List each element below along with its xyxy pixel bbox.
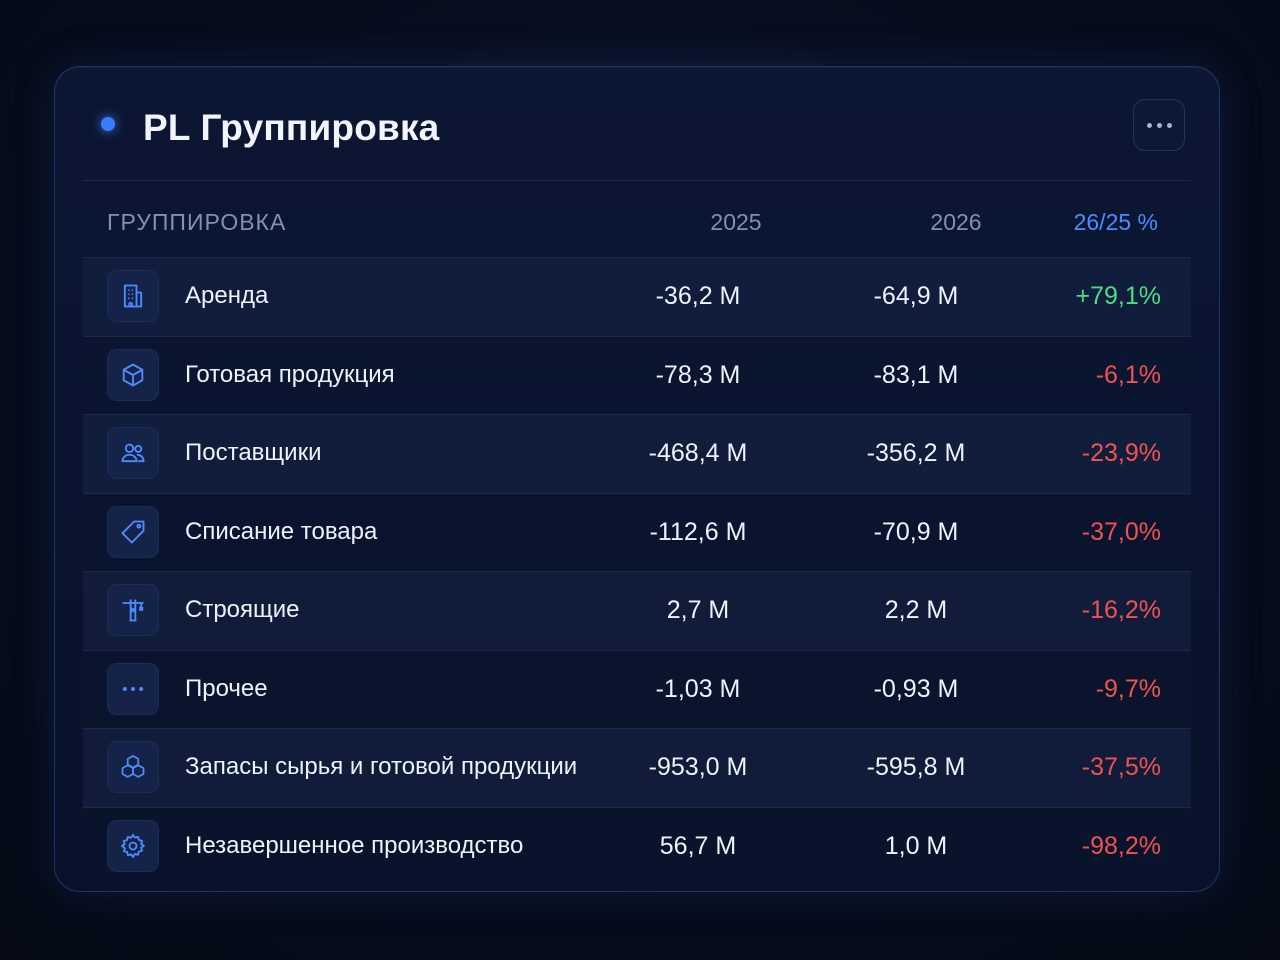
table-row[interactable]: Запасы сырья и готовой продукции -953,0 … bbox=[83, 728, 1191, 807]
row-label: Строящие bbox=[185, 596, 300, 623]
table-body: Аренда -36,2 М -64,9 М +79,1% Готовая пр… bbox=[83, 257, 1191, 885]
table-header: ГРУППИРОВКА 2025 2026 26/25 % bbox=[83, 181, 1191, 257]
change-percent: -6,1% bbox=[1095, 360, 1161, 389]
card-header: PL Группировка bbox=[55, 67, 1219, 181]
value-2025: -78,3 М bbox=[655, 360, 741, 389]
change-percent: -16,2% bbox=[1081, 596, 1161, 624]
users-icon bbox=[107, 427, 159, 479]
status-dot-icon bbox=[101, 117, 115, 131]
more-icon-dot bbox=[1156, 122, 1162, 128]
column-header-2026[interactable]: 2026 bbox=[930, 209, 982, 235]
more-options-button[interactable] bbox=[1133, 99, 1185, 151]
value-2025: 56,7 М bbox=[659, 831, 737, 860]
row-label: Прочее bbox=[185, 674, 268, 702]
row-label: Незавершенное производство bbox=[185, 831, 524, 859]
box-icon bbox=[107, 348, 159, 401]
value-2025: -112,6 М bbox=[649, 517, 747, 546]
value-2026: 2,2 М bbox=[884, 596, 948, 624]
column-header-ratio[interactable]: 26/25 % bbox=[1073, 209, 1158, 235]
column-header-group[interactable]: ГРУППИРОВКА bbox=[107, 209, 287, 235]
crane-icon bbox=[107, 584, 159, 636]
more-icon bbox=[1146, 122, 1152, 128]
value-2025: 2,7 М bbox=[666, 596, 730, 624]
column-header-2025[interactable]: 2025 bbox=[710, 209, 762, 235]
value-2025: -953,0 М bbox=[648, 753, 748, 781]
change-percent: -23,9% bbox=[1081, 439, 1161, 467]
row-label: Готовая продукция bbox=[185, 360, 395, 388]
change-percent: -9,7% bbox=[1095, 674, 1161, 703]
value-2025: -36,2 М bbox=[655, 282, 741, 310]
value-2026: -83,1 М bbox=[873, 360, 959, 389]
value-2026: -595,8 М bbox=[866, 753, 966, 781]
table-row[interactable]: Строящие 2,7 М 2,2 М -16,2% bbox=[83, 571, 1191, 650]
table-row[interactable]: Поставщики -468,4 М -356,2 М -23,9% bbox=[83, 414, 1191, 493]
table-row[interactable]: Готовая продукция -78,3 М -83,1 М -6,1% bbox=[83, 335, 1191, 414]
table-row[interactable]: Прочее -1,03 М -0,93 М -9,7% bbox=[83, 649, 1191, 728]
row-label: Аренда bbox=[185, 282, 269, 309]
row-label: Списание товара bbox=[185, 517, 378, 545]
value-2026: 1,0 М bbox=[884, 831, 948, 860]
table-row[interactable]: Незавершенное производство 56,7 М 1,0 М … bbox=[83, 806, 1191, 885]
value-2025: -468,4 М bbox=[648, 439, 748, 467]
value-2026: -70,9 М bbox=[873, 517, 959, 546]
value-2025: -1,03 М bbox=[655, 674, 741, 703]
tag-icon bbox=[107, 505, 159, 558]
value-2026: -64,9 М bbox=[873, 282, 959, 310]
boxes-icon bbox=[107, 741, 159, 793]
change-percent: -98,2% bbox=[1081, 831, 1161, 860]
value-2026: -0,93 М bbox=[873, 674, 959, 703]
value-2026: -356,2 М bbox=[866, 439, 966, 467]
pl-group-card: PL Группировка ГРУППИРОВКА 2025 2026 26/… bbox=[54, 66, 1220, 892]
table-row[interactable]: Списание товара -112,6 М -70,9 М -37,0% bbox=[83, 492, 1191, 571]
gear-icon bbox=[107, 819, 159, 872]
change-percent: +79,1% bbox=[1075, 282, 1162, 310]
row-label: Поставщики bbox=[185, 439, 322, 466]
dots-icon bbox=[107, 662, 159, 715]
change-percent: -37,5% bbox=[1081, 753, 1161, 781]
table-row[interactable]: Аренда -36,2 М -64,9 М +79,1% bbox=[83, 257, 1191, 336]
card-title: PL Группировка bbox=[143, 107, 440, 148]
header-divider bbox=[83, 180, 1191, 181]
status-indicator bbox=[87, 103, 129, 145]
building-icon bbox=[107, 270, 159, 322]
row-label: Запасы сырья и готовой продукции bbox=[185, 753, 578, 780]
more-icon-dot bbox=[1166, 122, 1172, 128]
change-percent: -37,0% bbox=[1081, 517, 1161, 546]
